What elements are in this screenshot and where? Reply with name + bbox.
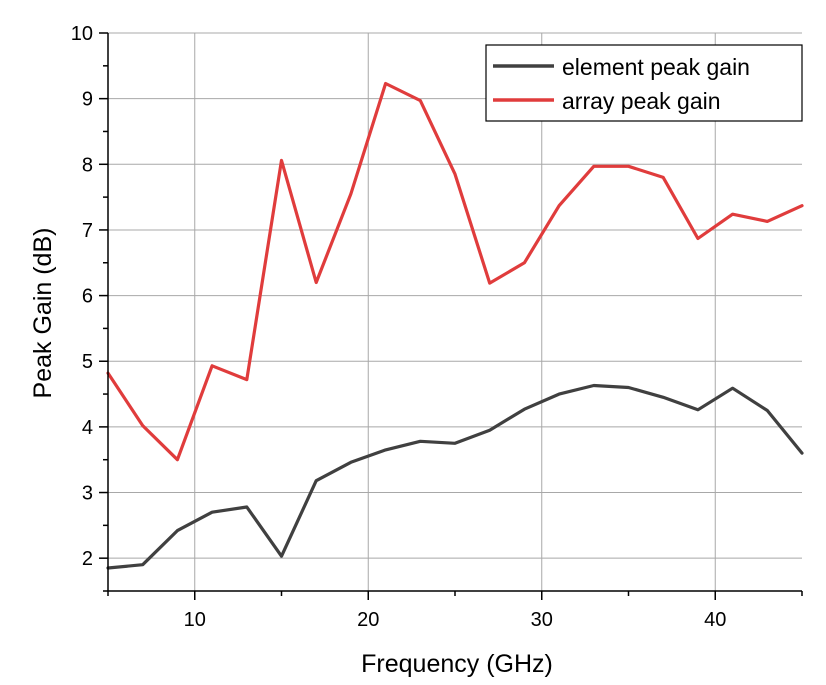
y-tick-label: 10 bbox=[71, 23, 93, 45]
x-axis-title: Frequency (GHz) bbox=[361, 650, 553, 678]
x-tick-label: 40 bbox=[704, 609, 726, 631]
y-tick-label: 3 bbox=[82, 483, 93, 505]
y-tick-label: 4 bbox=[82, 417, 93, 439]
axis-ticks bbox=[99, 32, 803, 600]
y-tick-label: 9 bbox=[82, 89, 93, 111]
y-axis-title: Peak Gain (dB) bbox=[29, 228, 57, 399]
x-tick-label: 30 bbox=[531, 609, 553, 631]
legend-label-array: array peak gain bbox=[562, 88, 721, 114]
series-line-element bbox=[106, 383, 804, 570]
legend-box bbox=[485, 44, 803, 122]
y-tick-label: 7 bbox=[82, 220, 93, 242]
tick-labels: 10 20 30 40 2 3 4 5 6 7 8 9 10 bbox=[71, 23, 727, 631]
x-tick-label: 10 bbox=[184, 609, 206, 631]
y-tick-label: 6 bbox=[82, 286, 93, 308]
y-tick-label: 2 bbox=[82, 548, 93, 570]
series-line-array bbox=[106, 81, 804, 462]
legend-label-element: element peak gain bbox=[562, 54, 750, 80]
legend: element peak gain array peak gain bbox=[485, 44, 803, 122]
series-lines bbox=[106, 81, 804, 570]
y-tick-label: 5 bbox=[82, 351, 93, 373]
x-tick-label: 20 bbox=[357, 609, 379, 631]
y-tick-label: 8 bbox=[82, 154, 93, 176]
grid-lines bbox=[108, 32, 802, 591]
